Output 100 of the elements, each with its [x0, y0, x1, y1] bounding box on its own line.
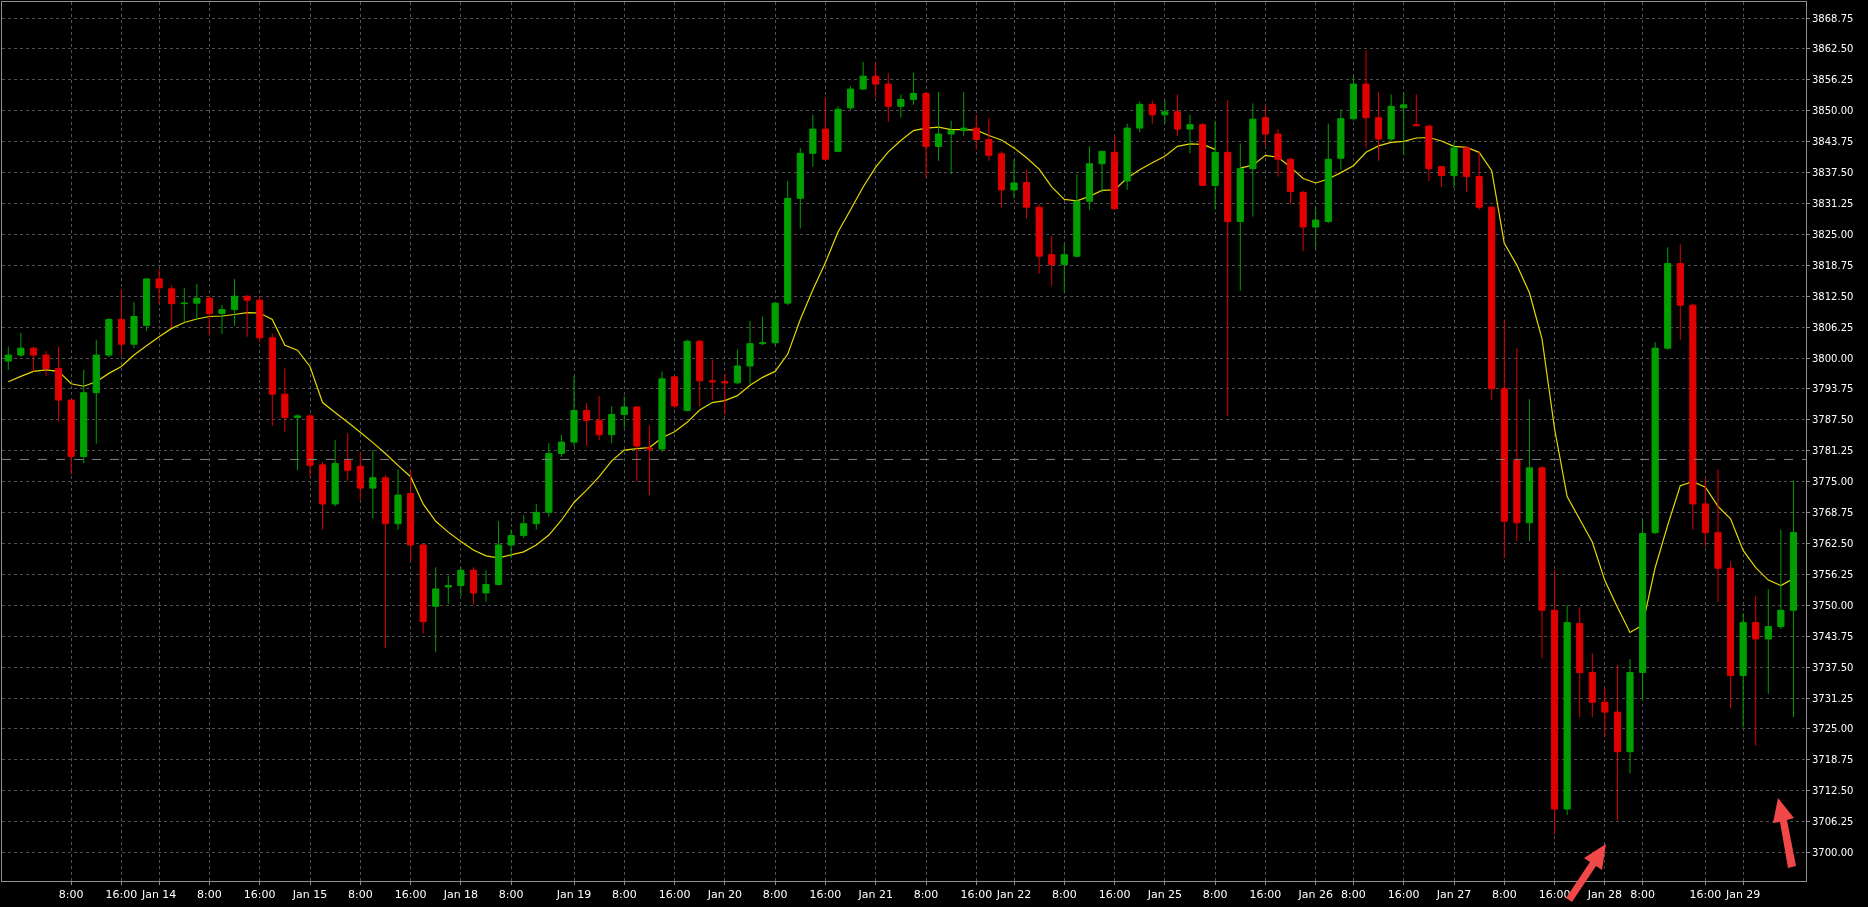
candlestick [532, 503, 540, 531]
candlestick [331, 439, 339, 507]
candlestick [1726, 560, 1735, 709]
y-tick-label: 3731.25 [1812, 692, 1854, 704]
y-tick-label: 3818.75 [1812, 259, 1854, 271]
candlestick [1224, 99, 1232, 417]
candlestick [1651, 341, 1659, 535]
candlestick [1764, 588, 1772, 695]
candlestick [1626, 658, 1634, 774]
candlestick [922, 91, 930, 178]
candlestick [281, 367, 289, 433]
candlestick [1488, 205, 1496, 401]
x-tick-label: 16:00 [1387, 888, 1420, 902]
candlestick [809, 114, 817, 168]
x-tick-label: Jan 14 [140, 888, 177, 902]
candlestick [608, 405, 616, 444]
y-tick-label: 3812.50 [1812, 290, 1854, 302]
x-tick-label: 8:00 [58, 888, 84, 902]
candlestick [193, 283, 201, 320]
x-tick-label: 16:00 [1689, 888, 1722, 902]
x-tick-label: 16:00 [1249, 888, 1282, 902]
candlestick [1261, 105, 1270, 146]
candlestick [1374, 91, 1383, 162]
candlestick [105, 317, 113, 358]
x-tick-label: 8:00 [498, 888, 524, 902]
x-tick-label: 16:00 [960, 888, 993, 902]
x-tick-label: Jan 26 [1297, 888, 1333, 902]
candlestick [1563, 604, 1571, 816]
candlestick [1412, 93, 1420, 127]
candlestick [960, 91, 968, 137]
x-tick-label: 8:00 [1491, 888, 1517, 902]
candlestick [1035, 203, 1043, 274]
candlestick [168, 284, 176, 329]
candlestick [1299, 190, 1307, 252]
candlestick [1525, 398, 1534, 542]
x-tick-label: 16:00 [658, 888, 691, 902]
candlestick [758, 316, 767, 346]
candlestick [1664, 246, 1672, 351]
y-tick-label: 3712.50 [1812, 785, 1854, 797]
candlestick [972, 114, 980, 150]
candlestick [205, 295, 214, 336]
candlestick [117, 288, 126, 356]
candlestick [997, 150, 1006, 208]
candlestick [1588, 652, 1596, 718]
y-tick-label: 3725.00 [1812, 723, 1854, 735]
candlestick [406, 468, 415, 562]
candlestick [1789, 480, 1798, 718]
x-tick-label: 16:00 [105, 888, 138, 902]
candlestick [1601, 687, 1609, 738]
x-tick-label: Jan 29 [1724, 888, 1761, 902]
candlestick [1060, 242, 1068, 294]
candlestick [1198, 122, 1207, 186]
candlestick [846, 85, 855, 111]
candlestick [1462, 145, 1471, 193]
candlestick [1211, 120, 1219, 211]
candlestick [155, 268, 163, 305]
candlestick [42, 350, 50, 377]
candlestick [1186, 114, 1194, 154]
candlestick [897, 93, 905, 119]
candlestick [1048, 235, 1056, 287]
candlestick [482, 569, 490, 603]
candlestick [658, 370, 666, 453]
y-tick-label: 3843.75 [1812, 136, 1854, 148]
candlestick [1010, 158, 1018, 199]
candlestick [1110, 134, 1119, 211]
candlestick [1022, 169, 1031, 220]
candlestick [620, 395, 628, 429]
candlestick [469, 566, 478, 605]
y-tick-label: 3837.50 [1812, 167, 1854, 179]
candlestick [1777, 529, 1785, 630]
x-tick-label: 16:00 [394, 888, 427, 902]
candlestick [268, 333, 276, 427]
x-tick-label: 8:00 [1630, 888, 1655, 902]
candlestick [142, 277, 151, 332]
candlestick [1576, 606, 1584, 718]
candlestick [318, 461, 327, 531]
candlestick [1286, 157, 1295, 205]
candlestick [1136, 100, 1144, 133]
candlestick [985, 117, 993, 162]
candlestick [1161, 99, 1169, 125]
candlestick [683, 339, 691, 412]
candlestick [1739, 612, 1747, 728]
candlestick [54, 346, 63, 423]
candlestick [293, 413, 302, 471]
candlestick [1249, 102, 1257, 218]
x-tick-label: Jan 21 [857, 888, 893, 902]
candlestick [80, 369, 88, 464]
candlestick [1425, 124, 1433, 182]
candlestick [595, 395, 603, 441]
candlestick [494, 520, 503, 587]
candlestick [344, 432, 352, 482]
y-tick-label: 3737.50 [1812, 661, 1854, 673]
y-tick-label: 3768.75 [1812, 507, 1854, 519]
candlestick [1638, 517, 1647, 701]
x-tick-label: Jan 19 [555, 888, 592, 902]
candlestick [356, 451, 364, 502]
x-tick-label: Jan 18 [442, 888, 479, 902]
x-tick-label: Jan 22 [995, 888, 1032, 902]
y-tick-label: 3862.50 [1812, 43, 1854, 55]
candlestick [884, 72, 892, 123]
